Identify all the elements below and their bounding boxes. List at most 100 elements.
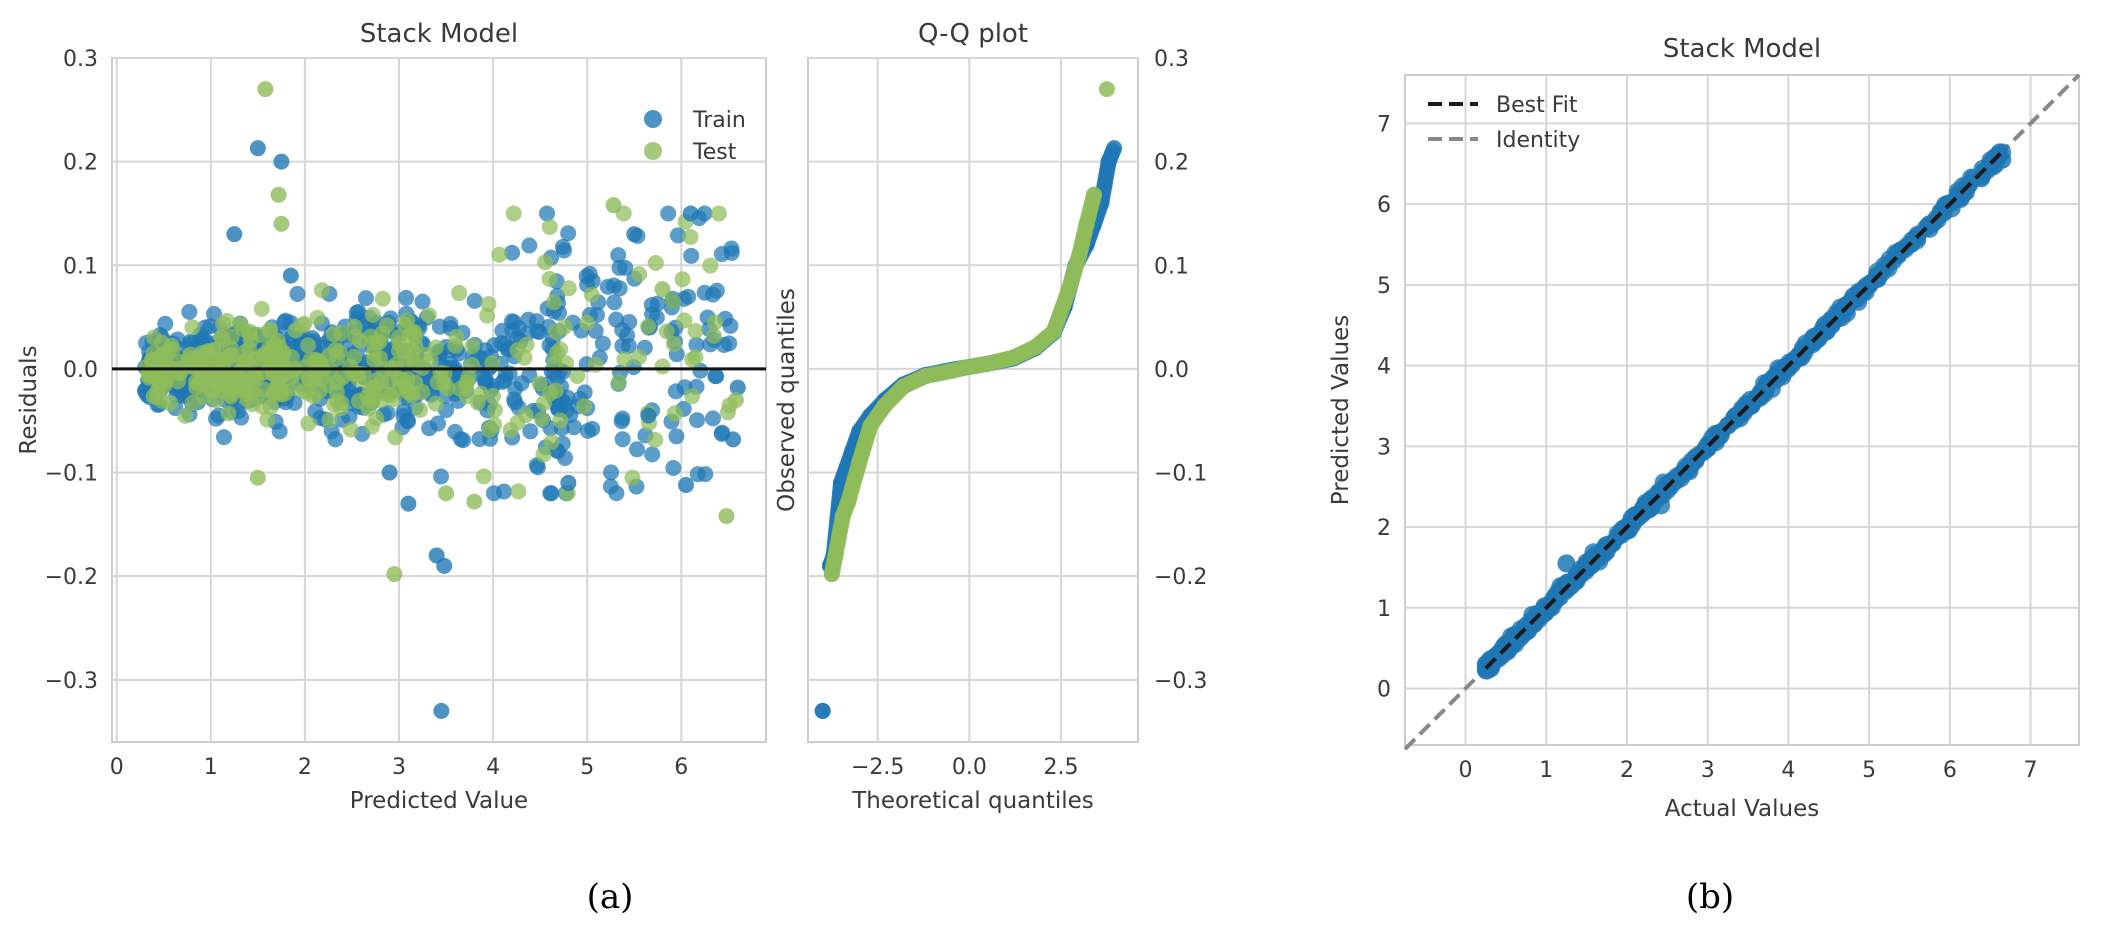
test-point bbox=[560, 280, 577, 297]
test-point bbox=[300, 415, 317, 432]
train-point bbox=[466, 292, 483, 309]
train-point bbox=[629, 441, 646, 458]
residuals-plot: 0 1 2 3 4 5 6 −0.3 −0.2 −0.1 0.0 0.1 0.2 0.3 Stack Mo… bbox=[16, 19, 767, 814]
prediction-point bbox=[1476, 655, 1495, 674]
test-point bbox=[535, 395, 552, 412]
test-point bbox=[374, 290, 391, 307]
test-point bbox=[189, 351, 206, 368]
train-outlier-point bbox=[729, 379, 746, 396]
prediction-point bbox=[1557, 554, 1576, 573]
test-point bbox=[420, 307, 437, 324]
test-qq-point bbox=[834, 508, 851, 525]
train-outlier-point bbox=[433, 702, 450, 719]
test-qq-point bbox=[979, 355, 996, 372]
train-point bbox=[414, 293, 431, 310]
train-outlier-point bbox=[249, 140, 266, 157]
x-tick-label: 3 bbox=[1701, 758, 1715, 783]
qq-y-label: Observed quantiles bbox=[774, 288, 800, 512]
train-outlier-point bbox=[682, 205, 699, 222]
test-point bbox=[296, 315, 313, 332]
train-point bbox=[455, 432, 472, 449]
test-point bbox=[145, 388, 162, 405]
x-tick-label: 7 bbox=[2024, 758, 2038, 783]
train-point bbox=[722, 317, 739, 334]
train-point bbox=[696, 284, 713, 301]
test-outlier-point bbox=[438, 485, 455, 502]
test-point bbox=[321, 412, 338, 429]
test-point bbox=[266, 354, 283, 371]
y-tick-label: −0.1 bbox=[1154, 462, 1207, 487]
train-point bbox=[611, 259, 628, 276]
train-point bbox=[554, 238, 571, 255]
test-point bbox=[630, 349, 647, 366]
y-tick-label: 0.2 bbox=[1154, 151, 1189, 176]
train-point bbox=[215, 429, 232, 446]
train-outlier-point bbox=[381, 464, 398, 481]
y-tick-label: 0.3 bbox=[1154, 47, 1189, 72]
test-point bbox=[387, 429, 404, 446]
test-point bbox=[557, 355, 574, 372]
train-point bbox=[697, 466, 714, 483]
test-qq-point bbox=[917, 368, 934, 385]
train-point bbox=[689, 412, 706, 429]
x-tick-label: 6 bbox=[1943, 758, 1957, 783]
train-point bbox=[665, 459, 682, 476]
train-point bbox=[584, 420, 601, 437]
qq-x-label: Theoretical quantiles bbox=[851, 788, 1094, 814]
test-point bbox=[222, 340, 239, 357]
train-point bbox=[602, 478, 619, 495]
test-outlier-point bbox=[466, 493, 483, 510]
test-qq-point bbox=[1045, 323, 1062, 340]
y-tick-label: −0.1 bbox=[45, 462, 98, 487]
test-point bbox=[541, 270, 558, 287]
test-point bbox=[541, 218, 558, 235]
test-point bbox=[309, 309, 326, 326]
test-point bbox=[682, 228, 699, 245]
train-point bbox=[433, 468, 450, 485]
test-point bbox=[547, 382, 564, 399]
test-point bbox=[545, 294, 562, 311]
test-point bbox=[205, 342, 222, 359]
y-tick-label: 0.2 bbox=[63, 151, 98, 176]
x-tick-label: 2.5 bbox=[1044, 755, 1079, 780]
train-outlier-point bbox=[640, 407, 657, 424]
train-point bbox=[504, 244, 521, 261]
test-point bbox=[351, 332, 368, 349]
test-point bbox=[491, 246, 508, 263]
train-point bbox=[271, 423, 288, 440]
test-point bbox=[270, 381, 287, 398]
legend-train-label: Train bbox=[692, 108, 746, 133]
test-qq-point bbox=[961, 358, 978, 375]
test-qq-point bbox=[1005, 349, 1022, 366]
test-point bbox=[235, 321, 252, 338]
prediction-error-y-label: Predicted Values bbox=[1328, 315, 1354, 505]
train-point bbox=[327, 431, 344, 448]
train-point bbox=[357, 290, 374, 307]
train-point bbox=[157, 315, 174, 332]
test-point bbox=[537, 254, 554, 271]
test-point bbox=[378, 317, 395, 334]
x-tick-label: 6 bbox=[674, 755, 688, 780]
train-point bbox=[594, 335, 611, 352]
train-point bbox=[276, 314, 293, 331]
prediction-point bbox=[1956, 183, 1975, 202]
legend-train-marker bbox=[644, 110, 662, 128]
test-point bbox=[684, 351, 701, 368]
y-tick-label: 2 bbox=[1377, 516, 1391, 541]
test-outlier-point bbox=[249, 469, 266, 486]
test-point bbox=[402, 385, 419, 402]
test-point bbox=[342, 421, 359, 438]
y-tick-label: 0.0 bbox=[63, 358, 98, 383]
y-tick-label: 0.1 bbox=[1154, 254, 1189, 279]
x-tick-label: 0.0 bbox=[952, 755, 987, 780]
test-point bbox=[552, 341, 569, 358]
test-point bbox=[647, 431, 664, 448]
test-outlier-point bbox=[727, 392, 744, 408]
test-point bbox=[481, 421, 498, 438]
test-point bbox=[509, 414, 526, 431]
test-point bbox=[366, 351, 383, 368]
test-point bbox=[684, 388, 701, 405]
test-point bbox=[687, 323, 704, 340]
train-qq-point bbox=[814, 702, 831, 719]
